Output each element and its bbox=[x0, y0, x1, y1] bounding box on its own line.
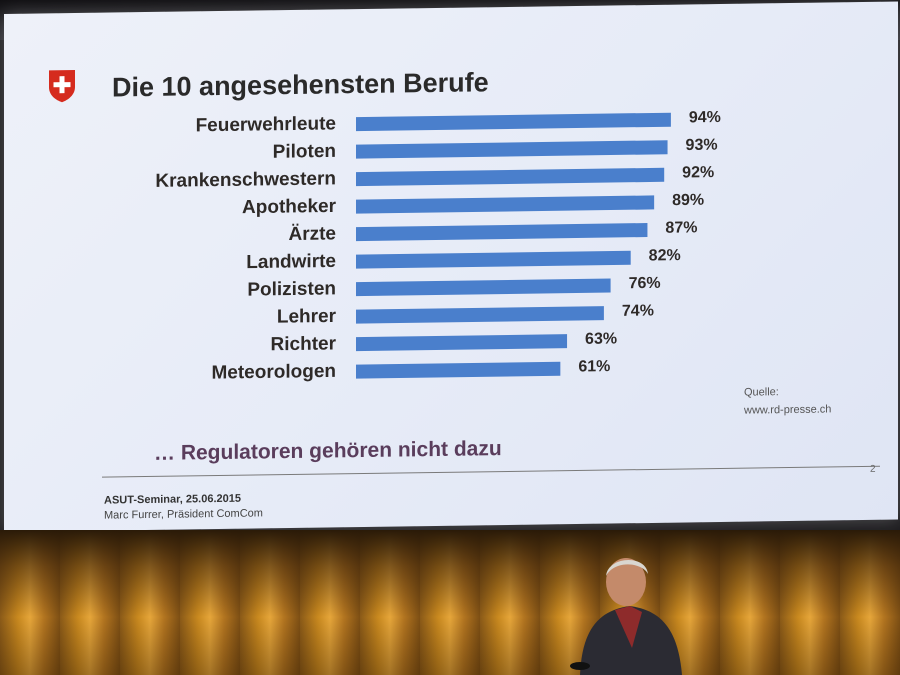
value-label: 61% bbox=[578, 358, 610, 375]
category-label: Landwirte bbox=[246, 251, 336, 273]
bar bbox=[356, 223, 648, 242]
category-label: Richter bbox=[271, 333, 337, 355]
bar bbox=[356, 195, 655, 214]
category-label: Polizisten bbox=[247, 278, 336, 300]
category-label: Meteorologen bbox=[211, 361, 336, 384]
category-label: Lehrer bbox=[277, 306, 337, 328]
page-number: 2 bbox=[870, 463, 876, 475]
value-label: 94% bbox=[689, 109, 721, 126]
value-label: 63% bbox=[585, 330, 617, 347]
curtain-shadow bbox=[0, 530, 900, 675]
bar bbox=[356, 140, 668, 159]
swiss-crest-icon bbox=[49, 70, 75, 103]
category-label: Feuerwehrleute bbox=[196, 113, 336, 136]
value-label: 87% bbox=[665, 219, 697, 236]
bar bbox=[356, 361, 561, 379]
value-label: 89% bbox=[672, 192, 704, 209]
bar bbox=[356, 167, 665, 187]
bar bbox=[356, 250, 631, 269]
source-label: Quelle: bbox=[744, 386, 779, 399]
value-label: 74% bbox=[622, 302, 654, 319]
source-url: www.rd-presse.ch bbox=[744, 403, 832, 417]
value-label: 92% bbox=[682, 164, 714, 181]
category-label: Apotheker bbox=[242, 196, 337, 218]
bar-chart: Feuerwehrleute 94% Piloten 93% Krankenschwes… bbox=[155, 109, 721, 384]
value-label: 76% bbox=[629, 275, 661, 292]
footer-event: ASUT-Seminar, 25.06.2015 bbox=[104, 492, 241, 507]
category-label: Krankenschwestern bbox=[155, 168, 336, 192]
bar bbox=[356, 112, 671, 132]
value-label: 82% bbox=[649, 247, 681, 264]
bar bbox=[356, 278, 611, 297]
projection-slide: Die 10 angesehensten Berufe Feuerwehrleu… bbox=[4, 1, 898, 532]
speaker-figure bbox=[570, 558, 682, 675]
source-note: Quelle: www.rd-presse.ch bbox=[744, 382, 831, 419]
slide-subline: … Regulatoren gehören nicht dazu bbox=[154, 437, 502, 465]
bar bbox=[356, 306, 604, 324]
value-label: 93% bbox=[686, 137, 718, 154]
bar bbox=[356, 334, 568, 352]
footer-person: Marc Furrer, Präsident ComCom bbox=[104, 507, 263, 522]
category-label: Ärzte bbox=[288, 223, 336, 245]
category-label: Piloten bbox=[273, 141, 336, 163]
